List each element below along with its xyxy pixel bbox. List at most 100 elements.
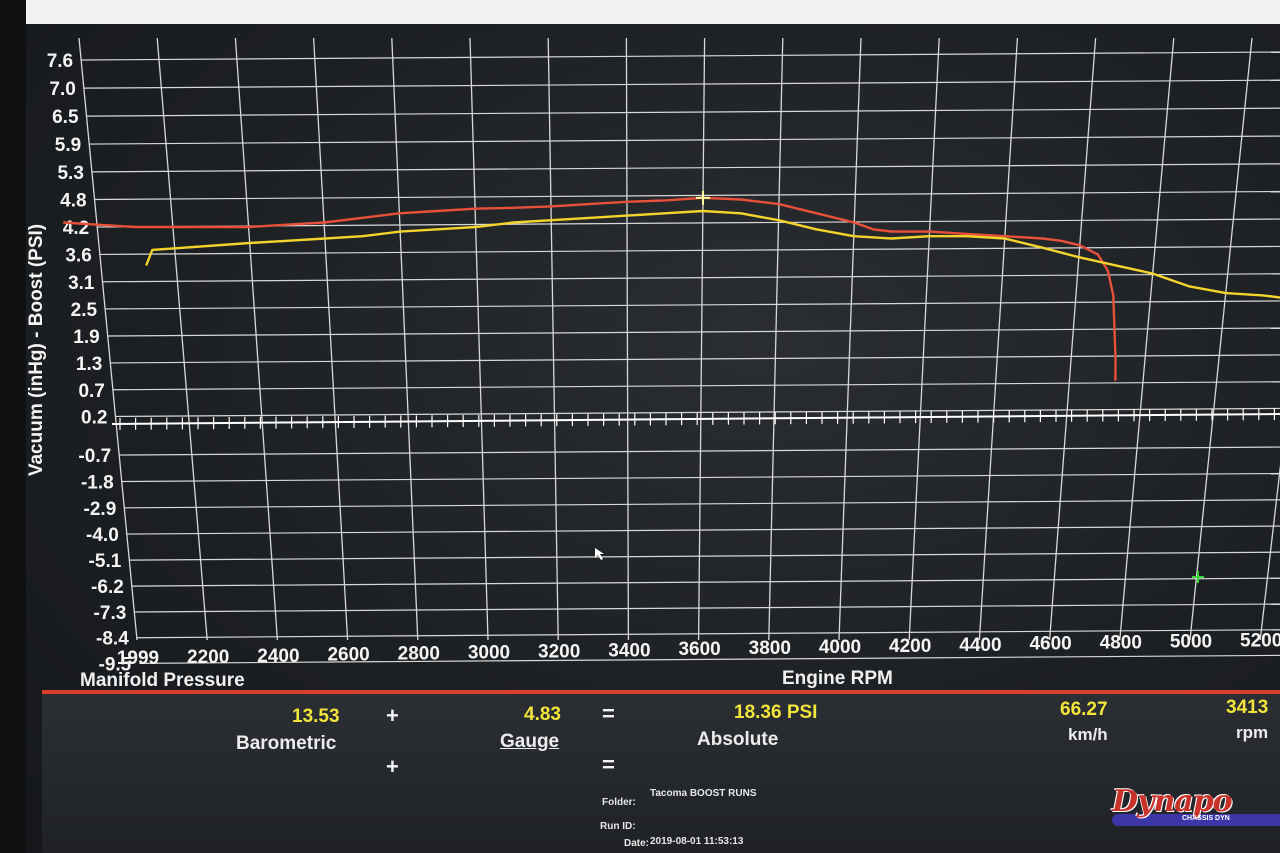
x-tick-label: 2400: [257, 646, 299, 667]
plus-sign-2: +: [386, 754, 399, 779]
equals-sign-2: =: [602, 752, 615, 777]
grid-vertical-line: [234, 37, 279, 641]
grid-horizontal-line: [102, 273, 1280, 283]
y-tick-label: 5.3: [57, 163, 83, 184]
y-tick-label: 7.0: [49, 79, 75, 100]
grid-horizontal-line: [121, 472, 1280, 483]
grid-horizontal-line: [110, 354, 1280, 364]
dynapack-logo: Dynapo CHASSIS DYN: [1112, 784, 1280, 834]
x-tick-label: 1999: [117, 648, 159, 669]
x-tick-label: 2800: [398, 644, 440, 665]
x-tick-label: 4600: [1029, 634, 1071, 655]
x-tick-label: 4200: [889, 636, 931, 657]
x-tick-label: 3200: [538, 641, 580, 662]
grid-horizontal-line: [129, 551, 1280, 561]
grid-horizontal-line: [134, 603, 1280, 613]
speed-value: 66.27: [1060, 699, 1108, 720]
grid-horizontal-line: [131, 577, 1280, 587]
green-marker: [1192, 571, 1204, 583]
y-tick-label: 5.9: [55, 135, 81, 156]
x-tick-label: 3600: [678, 639, 720, 660]
date-label: Date:: [624, 838, 650, 849]
grid-vertical-line: [768, 37, 784, 641]
logo-text: Dynapo: [1112, 784, 1233, 819]
barometric-label: Barometric: [236, 733, 337, 754]
y-tick-label: 2.5: [71, 300, 98, 321]
x-tick-label: 3000: [468, 643, 510, 664]
y-tick-label: 3.6: [65, 245, 91, 266]
y-tick-label: 4.8: [60, 191, 86, 212]
grid-horizontal-line: [139, 654, 1280, 664]
monitor-bezel-left: [0, 0, 26, 853]
readout-panel: [42, 694, 1280, 853]
x-tick-label: 2600: [327, 645, 369, 666]
grid-horizontal-line: [89, 135, 1280, 145]
run-id-label: Run ID:: [600, 821, 636, 832]
grid-vertical-line: [838, 37, 862, 641]
grid-horizontal-line: [126, 525, 1280, 535]
grid-horizontal-line: [112, 381, 1280, 391]
series-lines: [63, 196, 1280, 381]
x-tick-label: 3400: [608, 640, 650, 661]
grid-vertical-line: [391, 37, 419, 641]
grid-vertical-line: [978, 37, 1019, 641]
grid-horizontal-line: [105, 300, 1280, 310]
gauge-label[interactable]: Gauge: [500, 731, 560, 752]
y-tick-label: -1.8: [81, 473, 114, 494]
cursor-marker: [696, 190, 711, 205]
x-tick-labels: 1999 2200 2400 2600 2800 3000 3200 3400 3600 3800…: [117, 630, 1280, 669]
folder-value: Tacoma BOOST RUNS: [650, 788, 757, 799]
y-tick-label: 1.3: [76, 354, 102, 375]
y-tick-label: -6.2: [91, 577, 124, 598]
y-tick-label: 6.5: [52, 107, 79, 128]
grid-vertical-line: [625, 37, 630, 641]
grid-horizontal-line: [83, 79, 1280, 89]
chart-title: Manifold Pressure: [80, 670, 245, 691]
grid-horizontal-line: [91, 163, 1280, 173]
series-line-1: [63, 196, 1117, 381]
grid-horizontal-line: [107, 327, 1280, 337]
grid-vertical-line: [312, 37, 349, 641]
folder-label: Folder:: [602, 797, 636, 808]
grid-horizontal-line: [124, 499, 1280, 509]
mouse-pointer-icon: [595, 548, 604, 560]
y-tick-label: -9.5: [99, 654, 132, 675]
y-tick-label: -7.3: [94, 603, 127, 624]
grid-horizontal-line: [86, 107, 1280, 117]
rpm-unit: rpm: [1236, 723, 1269, 742]
grid-vertical-line: [547, 37, 559, 641]
grid-horizontal-line: [81, 51, 1280, 61]
barometric-value: 13.53: [292, 706, 340, 727]
grid-vertical-line: [78, 37, 138, 641]
grid-vertical-line: [1119, 37, 1175, 641]
absolute-label: Absolute: [697, 729, 779, 750]
logo-swoosh: [1112, 814, 1280, 826]
grid-horizontal-line: [99, 245, 1280, 256]
y-tick-label: 0.2: [81, 407, 107, 428]
grid-vertical-line: [1259, 464, 1280, 641]
plus-sign: +: [386, 703, 399, 728]
y-axis-title: Vacuum (inHg) - Boost (PSI): [26, 224, 47, 476]
y-tick-label: 1.9: [73, 327, 99, 348]
y-tick-labels: 7.6 7.0 6.5 5.9 5.3 4.8 4.2 3.6 3.1 2.5 1.9 1.3 0.7 0…: [47, 51, 132, 675]
grid-vertical-line: [156, 37, 208, 641]
logo-subtext: CHASSIS DYN: [1182, 815, 1230, 822]
zero-axis: [111, 408, 1280, 430]
x-tick-label: 4400: [959, 635, 1001, 656]
y-tick-label: -8.4: [96, 629, 129, 650]
x-tick-label: 5200: [1240, 630, 1280, 651]
chart-grid: [78, 37, 1280, 664]
grid-vertical-line: [469, 37, 489, 641]
series-line-2: [145, 209, 1280, 299]
x-tick-label: 4800: [1100, 633, 1142, 654]
grid-vertical-line: [697, 37, 706, 641]
x-tick-label: 5000: [1170, 632, 1212, 653]
chart-markers: [595, 190, 1204, 583]
y-tick-label: -0.7: [78, 446, 111, 467]
panel-divider: [42, 690, 1280, 694]
y-tick-label: 0.7: [78, 381, 104, 402]
y-tick-label: 4.2: [63, 218, 89, 239]
x-tick-label: 4000: [819, 637, 861, 658]
y-tick-label: -5.1: [89, 551, 122, 572]
